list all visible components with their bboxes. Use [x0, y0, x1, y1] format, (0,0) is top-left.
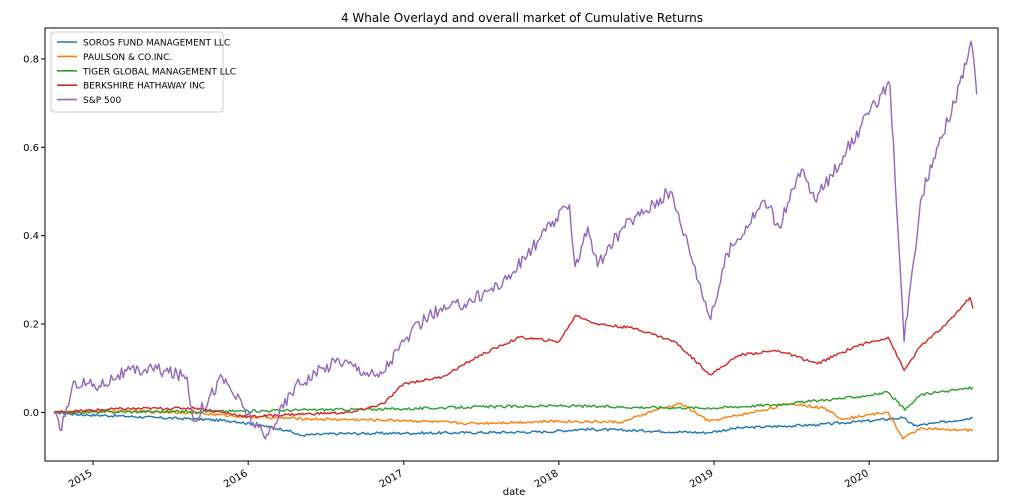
x-tick-label: 2020 [843, 468, 871, 490]
x-tick-label: 2019 [688, 468, 716, 490]
legend-label-soros-fund-management-llc: SOROS FUND MANAGEMENT LLC [83, 39, 230, 49]
legend-label-paulson-co-inc: PAULSON & CO.INC. [83, 53, 172, 63]
series-line-berkshire-hathaway-inc [53, 296, 974, 419]
series-lines [53, 40, 978, 440]
x-axis-label: date [503, 487, 526, 498]
x-tick-label: 2018 [533, 468, 561, 490]
chart-legend: SOROS FUND MANAGEMENT LLC PAULSON & CO.IN… [50, 31, 236, 113]
x-tick-label: 2015 [67, 468, 95, 490]
chart-title: 4 Whale Overlayd and overall market of C… [341, 11, 703, 25]
series-line-soros-fund-management-llc [53, 410, 973, 437]
y-axis: 0.0 0.2 0.4 0.6 0.8 [23, 54, 45, 419]
x-axis: 2015 2016 2017 2018 2019 2020 [67, 461, 871, 490]
plot-area-frame [44, 27, 999, 462]
legend-label-berkshire-hathaway-inc: BERKSHIRE HATHAWAY INC [83, 82, 205, 92]
x-tick-label: 2017 [378, 468, 406, 490]
y-tick-label: 0.2 [23, 320, 39, 331]
y-tick-label: 0.4 [23, 231, 39, 242]
y-tick-label: 0.0 [23, 408, 39, 419]
y-tick-label: 0.8 [23, 54, 39, 65]
legend-box [50, 31, 224, 113]
y-tick-label: 0.6 [23, 143, 39, 154]
series-line-paulson-co-inc [53, 402, 974, 440]
x-tick-label: 2016 [222, 468, 250, 490]
legend-label-tiger-global-management-llc: TIGER GLOBAL MANAGEMENT LLC [82, 67, 236, 77]
legend-label-s-p-500: S&P 500 [83, 96, 121, 106]
series-line-s-p-500 [53, 40, 978, 440]
